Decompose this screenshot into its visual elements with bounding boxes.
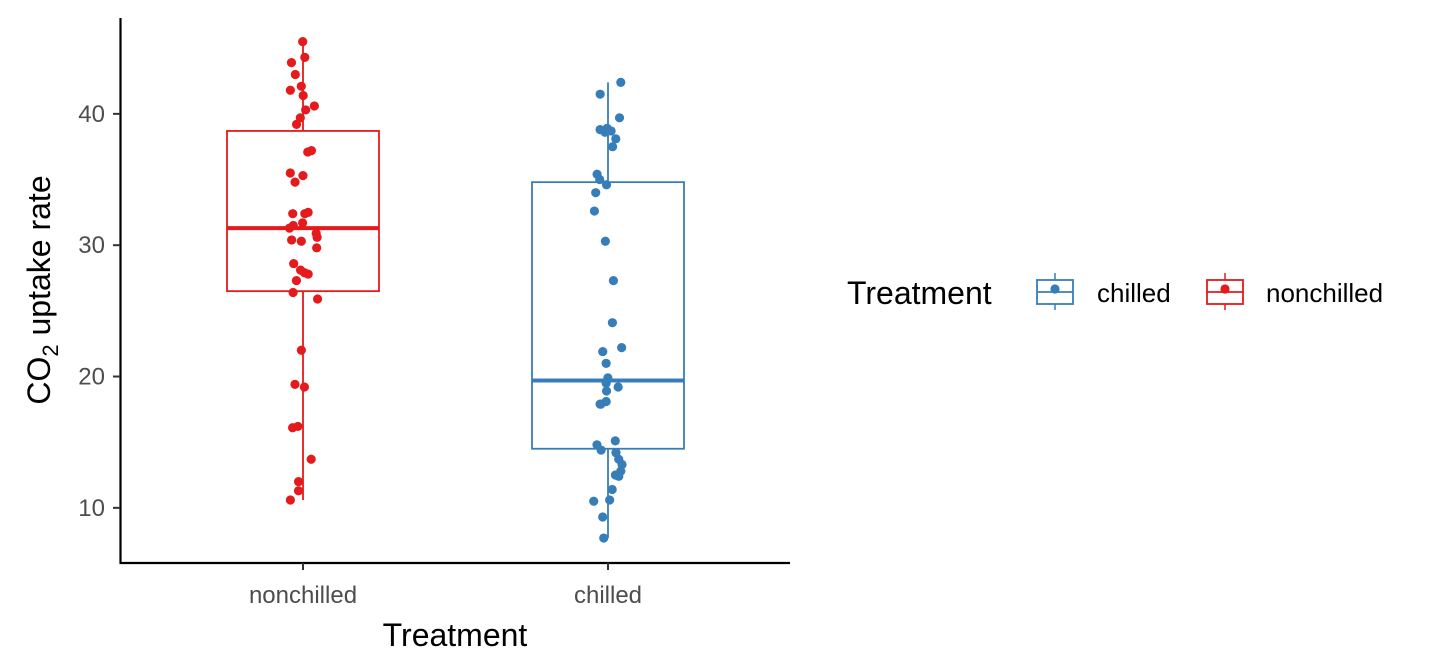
point-nonchilled: [287, 235, 297, 245]
point-nonchilled: [288, 423, 298, 433]
point-chilled: [608, 276, 619, 286]
y-axis-title-subscript: 2: [38, 344, 63, 356]
point-chilled: [607, 484, 617, 495]
point-chilled: [601, 358, 611, 368]
point-nonchilled: [285, 495, 295, 505]
point-nonchilled: [299, 382, 310, 392]
point-nonchilled: [293, 476, 304, 487]
box-iqr: [226, 130, 380, 293]
point-nonchilled: [293, 486, 304, 496]
points-layer: [284, 37, 627, 543]
point-nonchilled: [291, 119, 302, 129]
point-nonchilled: [296, 345, 306, 355]
axes: 10 20 30 40 nonchilled chilled: [78, 18, 790, 609]
box-chilled: [531, 82, 685, 539]
point-chilled: [616, 77, 626, 87]
point-chilled: [613, 382, 623, 392]
box-iqr: [531, 181, 685, 450]
legend-label-nonchilled: nonchilled: [1266, 278, 1383, 308]
point-nonchilled: [312, 232, 322, 242]
point-chilled: [595, 174, 605, 185]
point-nonchilled: [306, 454, 316, 464]
point-nonchilled: [289, 258, 299, 269]
point-nonchilled: [290, 69, 300, 80]
legend-title: Treatment: [847, 275, 992, 311]
point-nonchilled: [285, 85, 295, 95]
legend-key-nonchilled: [1206, 273, 1244, 310]
point-nonchilled: [298, 37, 308, 47]
point-chilled: [600, 236, 610, 246]
point-chilled: [610, 470, 621, 480]
point-nonchilled: [309, 101, 319, 111]
point-nonchilled: [312, 294, 323, 304]
point-nonchilled: [291, 276, 302, 286]
point-nonchilled: [300, 209, 310, 219]
legend-key-nonchilled-point: [1220, 284, 1230, 294]
point-chilled: [614, 113, 625, 123]
point-nonchilled: [303, 269, 313, 279]
y-tick-label: 30: [78, 232, 105, 259]
point-chilled: [595, 399, 605, 409]
point-nonchilled: [290, 177, 300, 187]
x-tick-label: nonchilled: [249, 582, 357, 609]
legend-key-chilled-point: [1050, 284, 1060, 294]
point-chilled: [598, 512, 608, 522]
point-nonchilled: [300, 52, 310, 62]
x-tick-label: chilled: [574, 582, 642, 609]
y-tick-label: 20: [78, 364, 105, 391]
point-nonchilled: [288, 209, 298, 219]
point-nonchilled: [290, 379, 300, 389]
point-nonchilled: [285, 168, 295, 178]
point-chilled: [601, 386, 612, 396]
point-chilled: [589, 206, 600, 216]
point-chilled: [596, 445, 606, 455]
point-chilled: [591, 188, 601, 198]
point-chilled: [589, 496, 599, 506]
point-chilled: [607, 142, 618, 152]
point-chilled: [598, 346, 608, 357]
point-chilled: [595, 89, 605, 99]
point-chilled: [610, 436, 620, 446]
point-nonchilled: [298, 90, 308, 101]
legend: Treatment chilled nonchilled: [847, 273, 1383, 311]
point-chilled: [601, 180, 612, 190]
x-ticks: nonchilled chilled: [249, 563, 642, 609]
y-tick-label: 40: [78, 101, 105, 128]
y-axis-title-rest: uptake rate: [21, 175, 57, 344]
point-chilled: [611, 134, 621, 144]
y-tick-label: 10: [78, 495, 105, 522]
point-nonchilled: [296, 81, 306, 91]
point-nonchilled: [298, 218, 308, 228]
y-axis-title: CO2 uptake rate: [21, 175, 63, 404]
y-axis-title-main: CO: [21, 357, 57, 405]
legend-label-chilled: chilled: [1097, 278, 1171, 308]
boxes-layer: [226, 41, 685, 539]
point-chilled: [607, 318, 618, 328]
point-nonchilled: [301, 105, 311, 115]
point-nonchilled: [286, 58, 297, 68]
x-axis-title: Treatment: [383, 617, 528, 653]
point-chilled: [600, 127, 610, 137]
point-nonchilled: [298, 170, 308, 181]
y-ticks: 10 20 30 40: [78, 101, 120, 522]
point-nonchilled: [296, 236, 306, 246]
point-nonchilled: [288, 287, 298, 298]
point-chilled: [601, 378, 611, 388]
legend-key-chilled: [1036, 273, 1074, 310]
point-chilled: [605, 495, 615, 505]
point-nonchilled: [284, 223, 295, 233]
point-nonchilled: [312, 243, 322, 253]
point-chilled: [617, 343, 627, 353]
plot-area: [226, 37, 685, 543]
point-nonchilled: [303, 147, 313, 157]
point-chilled: [599, 533, 609, 543]
